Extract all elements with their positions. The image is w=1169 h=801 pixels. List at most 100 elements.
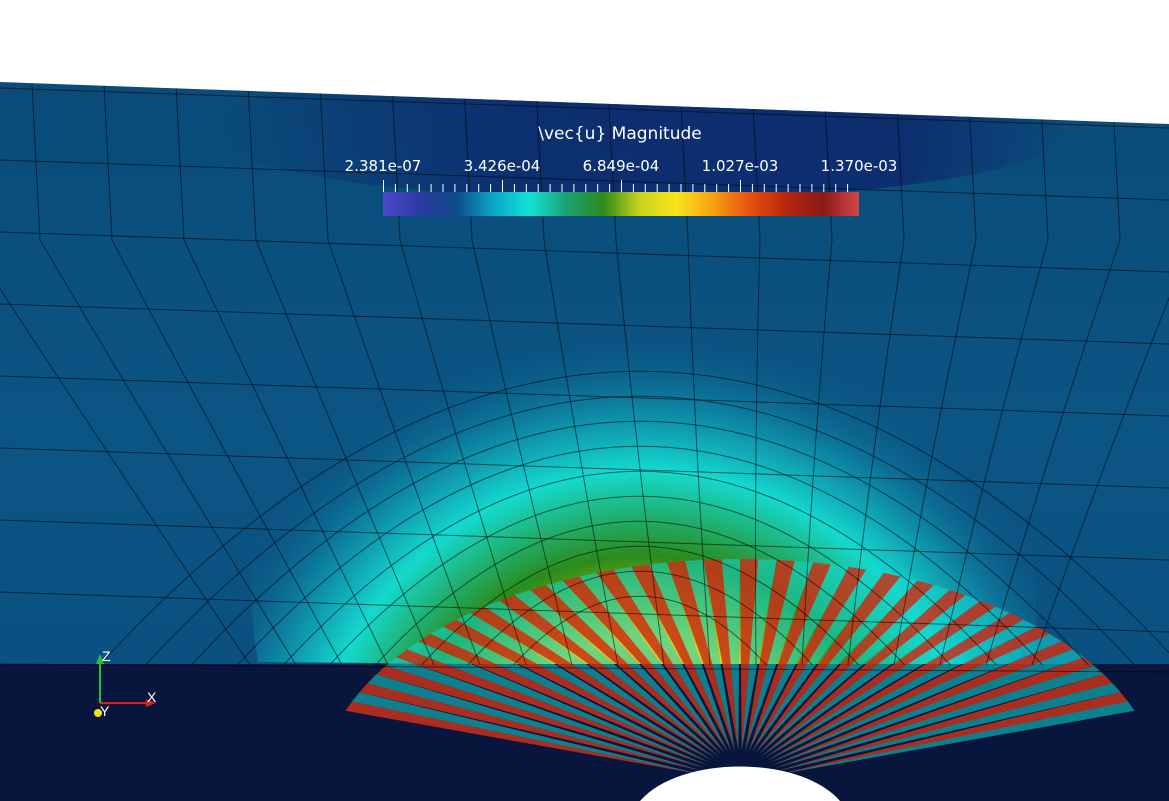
ray-hot [703,559,739,750]
mesh-line [31,84,297,666]
mesh-line [751,84,761,666]
ray-hot [771,641,1073,766]
mesh-line [319,84,481,666]
axis-x-label: X [147,689,157,705]
mesh-line [99,370,1169,666]
axis-z-arrow [96,654,104,664]
mesh-line [0,231,1169,273]
ray-cool [773,665,1104,769]
ray-hot [667,561,735,751]
ray-cool [775,683,1121,772]
mesh-line [0,591,1169,633]
ray-cool [767,619,1037,761]
ray-cool [685,559,735,751]
mesh-line [283,470,997,666]
ray-cool [769,633,1062,763]
ray-cool [752,569,884,752]
ray-hot [776,692,1128,775]
ray-cool [546,580,722,755]
orientation-axes: X Z Y [94,648,157,719]
ray-cool [748,564,849,751]
mesh-line [801,84,833,666]
ray-cool [649,562,732,751]
ray-hot [769,626,1050,763]
ray-hot [745,559,795,751]
mesh-line [513,595,767,666]
mesh-line [329,495,951,666]
ray-hot [767,613,1024,761]
ray-cool [456,613,713,761]
ray-hot [764,600,996,759]
ray-hot [748,562,831,751]
scalar-bar-label-4: 1.370e-03 [820,157,898,175]
mesh-lines [0,84,1169,673]
mesh-line [391,84,527,666]
ray-cool [579,572,725,753]
mesh-line [145,395,1135,666]
ray-cool [721,559,740,750]
ray-cool [771,649,1084,766]
mesh-line [247,84,435,666]
ray-cool [514,589,719,757]
mesh-line [1031,84,1169,666]
ray-hot [596,569,728,752]
mesh-line [0,159,1169,201]
axis-y-dot [94,709,102,717]
ray-hot [631,564,732,751]
mesh-line [0,447,1169,489]
ray-cool [367,674,705,772]
ray-hot [396,649,709,766]
mesh-line [535,84,619,666]
mesh-line [939,84,1049,666]
ray-hot [499,595,719,757]
ray-hot [758,580,934,755]
scalar-bar-label-2: 6.849e-04 [582,157,660,175]
axis-y-label: Y [100,703,110,719]
ray-hot [345,701,704,775]
mesh-line [893,84,977,666]
ray-cool [741,559,777,750]
scalar-bar[interactable]: \vec{u} Magnitude 2.381e-07 3.426e-04 6.… [330,124,910,224]
ray-hot [761,589,966,757]
hole-cutout [640,766,840,801]
scalar-bar-gradient [383,192,859,216]
ray-cool [430,626,711,763]
mesh-line [175,84,389,666]
ray-hot [359,683,705,772]
ray-cool [755,576,918,753]
ray-cool [484,600,716,759]
axis-z-label: Z [102,648,111,664]
mesh-line [985,84,1121,666]
ray-cool [764,606,1010,759]
scalar-bar-label-0: 2.381e-07 [344,157,422,175]
mesh-line [191,420,1089,666]
scalar-bar-title: \vec{u} Magnitude [538,124,702,144]
ray-cool [613,566,728,752]
mesh-line [467,570,813,666]
ray-cool [776,701,1135,775]
ray-fan [345,559,1135,775]
mesh-line [463,84,573,666]
ray-hot [418,633,711,763]
ray-cool [385,657,707,769]
axis-x-arrow [146,699,156,707]
ray-hot [755,572,901,753]
ray-cool [352,692,704,775]
ray-hot [775,674,1113,772]
ray-hot [470,606,716,759]
mesh-line [103,84,343,666]
ray-cool [761,595,981,757]
ray-hot [740,559,759,750]
ray-hot [443,619,713,761]
mesh-line [0,375,1169,417]
mesh-line [237,445,1043,666]
mesh-line [0,519,1169,561]
mesh-line [375,520,905,666]
mesh-line [847,84,905,666]
ray-hot [530,585,722,755]
ray-cool [745,561,813,751]
mesh-line [0,663,1169,673]
mesh-line [0,87,1169,129]
ray-hot [562,576,725,753]
